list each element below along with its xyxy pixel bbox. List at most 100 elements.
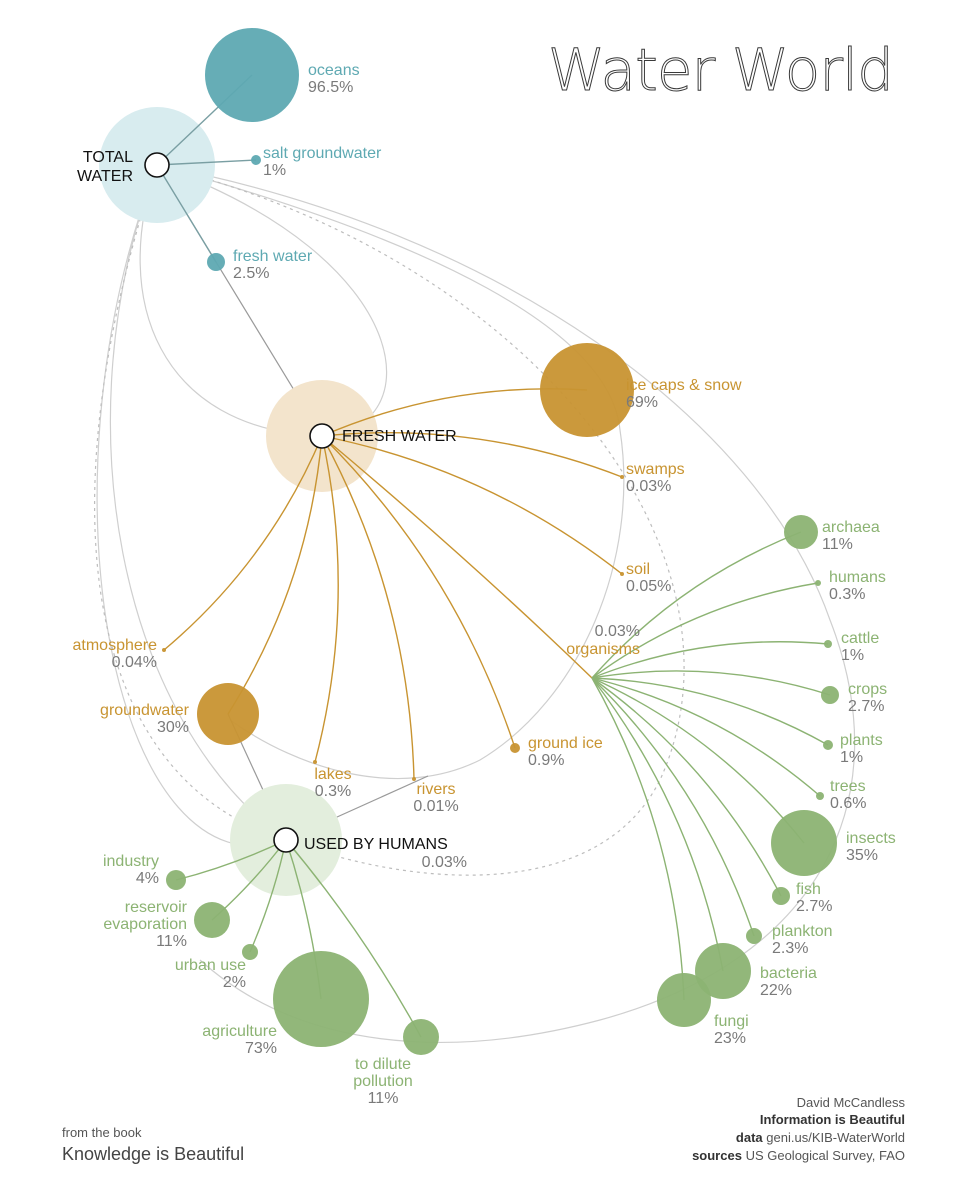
footer-from-book: from the book: [62, 1125, 142, 1140]
human_use-label-3: agriculture 73%: [202, 1023, 277, 1057]
total-water-hub: [144, 152, 170, 178]
fresh_water-value-0: 69%: [626, 394, 658, 411]
organisms-link-9: [591, 677, 724, 972]
organisms-label-10: fungi 23%: [714, 1013, 749, 1047]
fresh_water-node-8: [162, 648, 166, 652]
organisms-link-2: [591, 641, 829, 679]
footer-data-label: data: [736, 1130, 764, 1145]
fresh_water-node-1: [620, 475, 624, 479]
organisms-label-4: plants 1%: [840, 732, 883, 766]
connection-curve-3: [156, 164, 625, 780]
organisms-link-5: [591, 677, 821, 797]
fresh_water-name-0-0: ice caps & snow: [626, 377, 742, 394]
organisms-value-4: 1%: [840, 749, 863, 766]
human_use-label-2: urban use 2%: [175, 957, 246, 991]
organisms-label-5: trees 0.6%: [830, 778, 866, 812]
footer-left: from the book Knowledge is Beautiful: [62, 1125, 244, 1164]
organisms-value-3: 2.7%: [848, 698, 884, 715]
fresh_water-link-8: [163, 435, 323, 651]
human_use-name-4-1: pollution: [353, 1073, 413, 1090]
organisms-name-3-0: crops: [848, 681, 887, 698]
human_use-value-1: 11%: [156, 933, 187, 950]
fresh_water-label-6: lakes 0.3%: [314, 766, 351, 800]
organisms-value-6: 35%: [846, 847, 878, 864]
human_use-name-1-0: reservoir: [125, 899, 188, 916]
organisms-link-4: [591, 677, 829, 746]
organisms-name: organisms: [566, 641, 640, 658]
total_water-label-2: fresh water 2.5%: [233, 248, 313, 282]
category-labels: oceans 96.5% salt groundwater 1% fresh water…: [73, 62, 896, 1107]
total_water-value-2: 2.5%: [233, 265, 269, 282]
connection-curve-1: [109, 164, 287, 841]
footer-data-line: data geni.us/KIB-WaterWorld: [736, 1130, 905, 1145]
human_use-value-0: 4%: [136, 870, 159, 887]
fresh_water-link-1: [321, 431, 623, 478]
organisms-name-4-0: plants: [840, 732, 883, 749]
organisms-link-0: [591, 531, 802, 679]
organisms-value-0: 11%: [822, 536, 853, 553]
human_use-name-2-0: urban use: [175, 957, 246, 974]
fresh_water-label-2: soil 0.05%: [626, 561, 671, 595]
total_water-node-1: [251, 155, 261, 165]
organisms-label-3: crops 2.7%: [848, 681, 887, 715]
organisms-label-2: cattle 1%: [841, 630, 879, 664]
organisms-node-3: [821, 686, 839, 704]
total_water-name-0-0: oceans: [308, 62, 360, 79]
organisms-node-0: [784, 515, 818, 549]
connection-curve-2: [156, 164, 856, 1043]
human_use-node-4: [403, 1019, 439, 1055]
organisms-link-6: [591, 677, 805, 844]
used-by-humans-label: USED BY HUMANS: [304, 836, 448, 853]
organisms-name-7-0: fish: [796, 881, 821, 898]
total_water-label-0: oceans 96.5%: [308, 62, 360, 96]
human_use-value-3: 73%: [245, 1040, 277, 1057]
footer-book-title: Knowledge is Beautiful: [62, 1144, 244, 1164]
organisms-node-9: [695, 943, 751, 999]
organisms-value-7: 2.7%: [796, 898, 832, 915]
organisms-label-6: insects 35%: [846, 830, 896, 864]
organisms-label-7: fish 2.7%: [796, 881, 832, 915]
total_water-name-2-0: fresh water: [233, 248, 313, 265]
organisms-name-6-0: insects: [846, 830, 896, 847]
fresh-water-hub: [309, 423, 335, 449]
total-water-label-line1: TOTAL: [83, 149, 133, 166]
fresh_water-value-8: 0.04%: [112, 654, 157, 671]
human_use-label-0: industry 4%: [103, 853, 159, 887]
footer-sources-value: US Geological Survey, FAO: [746, 1148, 905, 1163]
fresh_water-label-4: ground ice 0.9%: [528, 735, 603, 769]
footer-sources-line: sources US Geological Survey, FAO: [692, 1148, 905, 1163]
total-water-label: TOTAL WATER: [77, 149, 133, 185]
connection-curve-4: [96, 164, 287, 847]
fresh_water-node-7: [197, 683, 259, 745]
footer-sources-label: sources: [692, 1148, 742, 1163]
fresh_water-label-5: rivers 0.01%: [413, 781, 458, 815]
total_water-label-1: salt groundwater 1%: [263, 145, 382, 179]
fresh-water-label: FRESH WATER: [342, 428, 457, 445]
human_use-label-1: reservoir evaporation 11%: [103, 899, 187, 950]
organisms-name-8-0: plankton: [772, 923, 833, 940]
organisms-label-8: plankton 2.3%: [772, 923, 833, 957]
organisms-node-4: [823, 740, 833, 750]
fresh-to-organisms-link: [321, 435, 593, 679]
organisms-value-5: 0.6%: [830, 795, 866, 812]
organisms-label-9: bacteria 22%: [760, 965, 817, 999]
fresh_water-name-7-0: groundwater: [100, 702, 190, 719]
fresh_water-link-6: [314, 435, 339, 763]
human_use-name-3-0: agriculture: [202, 1023, 277, 1040]
organisms-value-1: 0.3%: [829, 586, 865, 603]
fresh_water-node-6: [313, 760, 317, 764]
fresh_water-link-7: [227, 435, 323, 715]
organisms-link-1: [591, 582, 819, 679]
fresh_water-label-0: ice caps & snow 69%: [626, 377, 742, 411]
organisms-node-7: [772, 887, 790, 905]
organisms-name-0-0: archaea: [822, 519, 880, 536]
fresh_water-value-5: 0.01%: [413, 798, 458, 815]
fresh_water-name-1-0: swamps: [626, 461, 685, 478]
total_water-node-0: [205, 28, 299, 122]
fresh_water-node-0: [540, 343, 634, 437]
used-by-humans-hub: [273, 827, 299, 853]
total_water-value-1: 1%: [263, 162, 286, 179]
human_use-name-1-1: evaporation: [103, 916, 187, 933]
organisms-value-8: 2.3%: [772, 940, 808, 957]
